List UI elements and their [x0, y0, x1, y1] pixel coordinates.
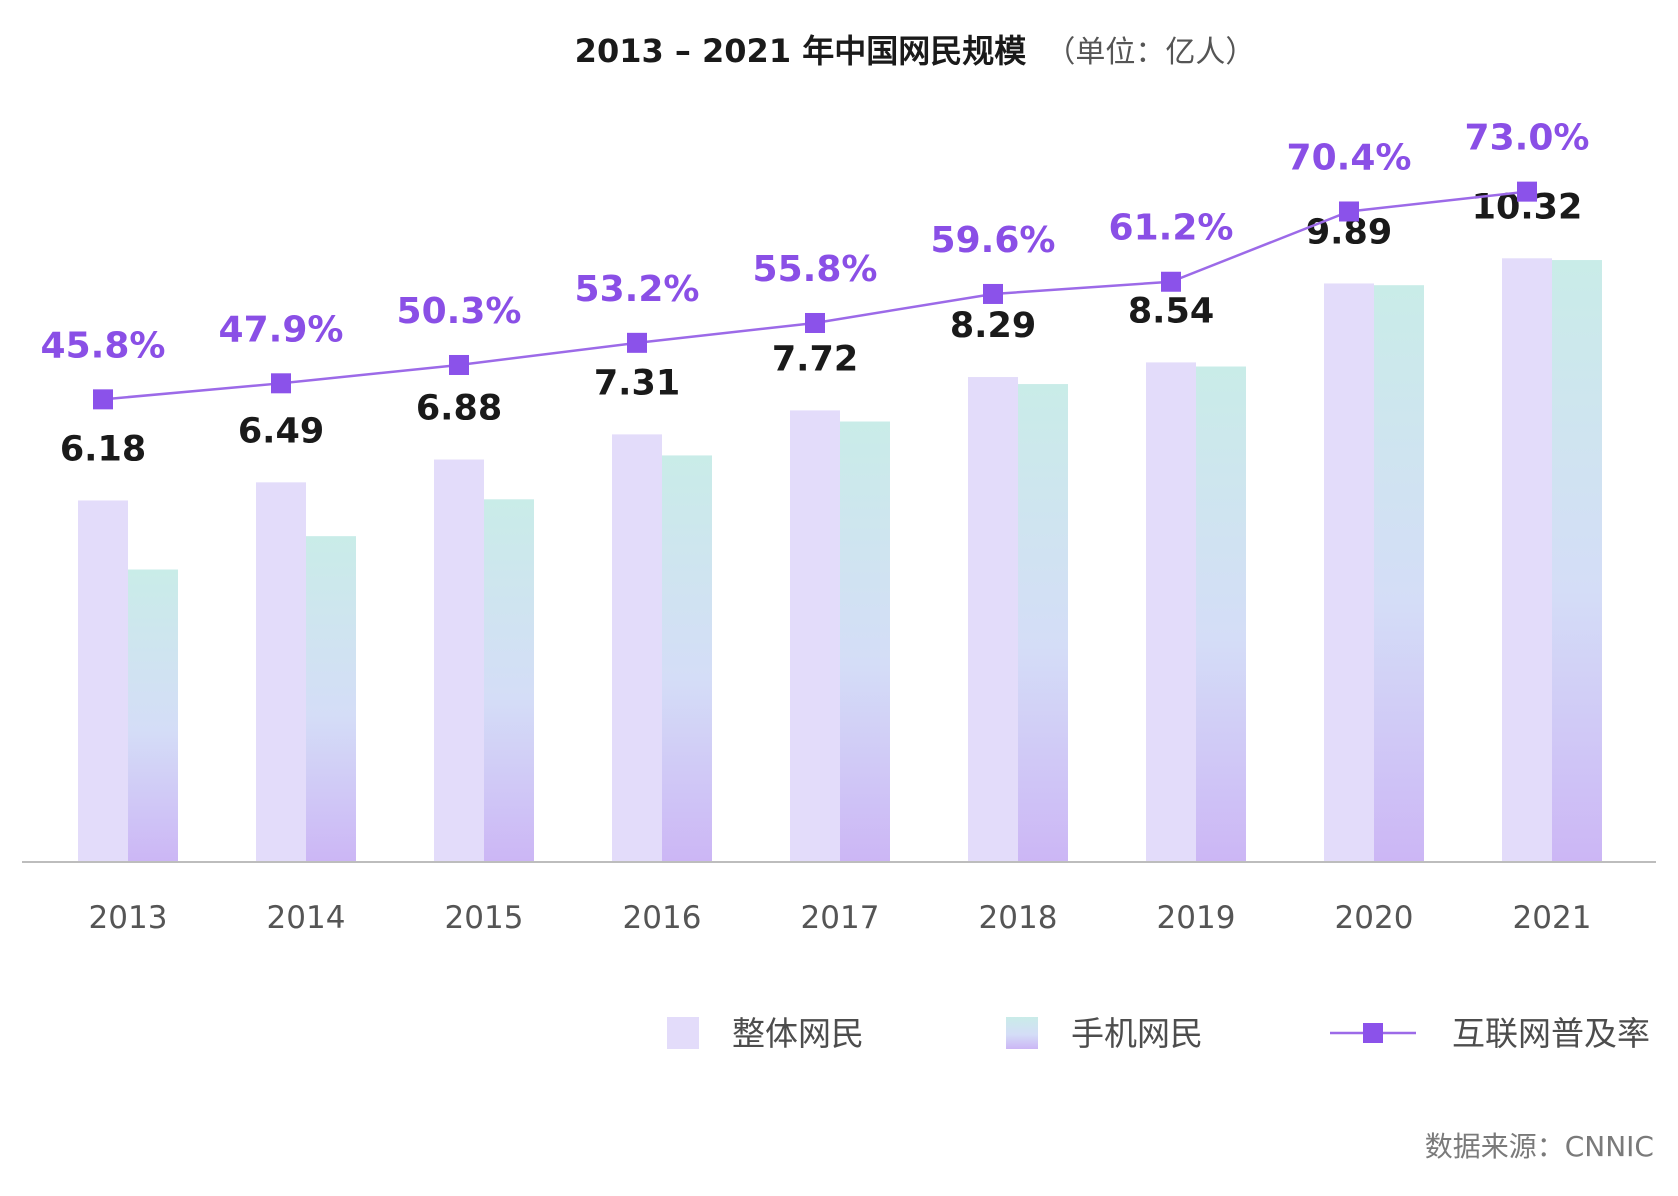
rate-marker-2016: [627, 332, 647, 353]
rate-marker-2018: [983, 283, 1003, 304]
bar-mobile-2018: [1018, 384, 1068, 862]
bar-mobile-2016: [662, 455, 712, 862]
chart-title: 2013 – 2021 年中国网民规模 （单位：亿人）: [575, 32, 1256, 70]
bar-mobile-2014: [306, 536, 356, 862]
bar-value-label-2019: 8.54: [1128, 291, 1214, 331]
data-source-note: 数据来源：CNNIC: [1425, 1130, 1654, 1163]
bar-value-label-2018: 8.29: [950, 306, 1036, 346]
x-tick-2015: 2015: [445, 900, 524, 936]
bar-value-label-2015: 6.88: [416, 389, 502, 429]
rate-value-label-2016: 53.2%: [575, 269, 700, 310]
bar-value-label-2017: 7.72: [772, 339, 858, 379]
bar-value-label-2016: 7.31: [594, 363, 680, 403]
bar-mobile-2019: [1196, 366, 1246, 862]
rate-value-label-2021: 73.0%: [1465, 118, 1590, 159]
bar-mobile-2015: [484, 499, 534, 862]
rate-value-label-2020: 70.4%: [1287, 137, 1412, 178]
rate-marker-2015: [449, 354, 469, 375]
rate-marker-2019: [1161, 271, 1181, 292]
legend-label-total: 整体网民: [732, 1014, 864, 1053]
bar-total-2015: [434, 459, 484, 862]
legend-swatch-mobile: [1006, 1017, 1038, 1049]
bar-total-2020: [1324, 283, 1374, 862]
x-tick-2018: 2018: [979, 900, 1058, 936]
chart-title-main: 2013 – 2021 年中国网民规模: [575, 32, 1027, 70]
bar-mobile-2020: [1374, 285, 1424, 862]
bars-layer: [78, 258, 1602, 862]
bar-mobile-2021: [1552, 260, 1602, 862]
legend-label-rate: 互联网普及率: [1452, 1014, 1650, 1053]
chart-title-unit: （单位：亿人）: [1045, 35, 1255, 70]
legend-label-mobile: 手机网民: [1071, 1014, 1203, 1053]
bar-total-2014: [256, 482, 306, 862]
legend: 整体网民 手机网民 互联网普及率: [667, 1014, 1650, 1053]
rate-marker-2013: [93, 389, 113, 410]
rate-value-labels: 45.8% 47.9% 50.3% 53.2% 55.8% 59.6% 61.2% 70.4%…: [41, 118, 1590, 367]
x-tick-2014: 2014: [267, 900, 346, 936]
rate-value-label-2018: 59.6%: [931, 220, 1056, 261]
rate-value-label-2015: 50.3%: [397, 291, 522, 332]
x-tick-2019: 2019: [1157, 900, 1236, 936]
rate-value-label-2017: 55.8%: [753, 249, 878, 290]
rate-value-label-2014: 47.9%: [219, 309, 344, 350]
rate-marker-2021: [1517, 181, 1537, 202]
bar-total-2021: [1502, 258, 1552, 862]
bar-value-label-2013: 6.18: [60, 429, 146, 469]
legend-swatch-total: [667, 1017, 699, 1049]
legend-marker-rate: [1363, 1023, 1383, 1043]
rate-marker-2017: [805, 312, 825, 333]
bar-total-2016: [612, 434, 662, 862]
x-tick-2020: 2020: [1335, 900, 1414, 936]
rate-marker-2020: [1339, 201, 1359, 222]
bar-value-label-2014: 6.49: [238, 411, 324, 451]
bar-mobile-2017: [840, 421, 890, 862]
x-tick-2013: 2013: [89, 900, 168, 936]
bar-total-2018: [968, 377, 1018, 862]
rate-value-label-2019: 61.2%: [1109, 208, 1234, 249]
bar-total-2013: [78, 500, 128, 862]
x-axis-ticks: 2013 2014 2015 2016 2017 2018 2019 2020 2021: [89, 900, 1592, 936]
x-tick-2021: 2021: [1513, 900, 1592, 936]
rate-markers: [93, 181, 1537, 410]
bar-total-2017: [790, 410, 840, 862]
bar-mobile-2013: [128, 569, 178, 862]
rate-value-label-2013: 45.8%: [41, 325, 166, 366]
x-tick-2017: 2017: [801, 900, 880, 936]
x-tick-2016: 2016: [623, 900, 702, 936]
bar-total-2019: [1146, 362, 1196, 862]
rate-marker-2014: [271, 373, 291, 394]
